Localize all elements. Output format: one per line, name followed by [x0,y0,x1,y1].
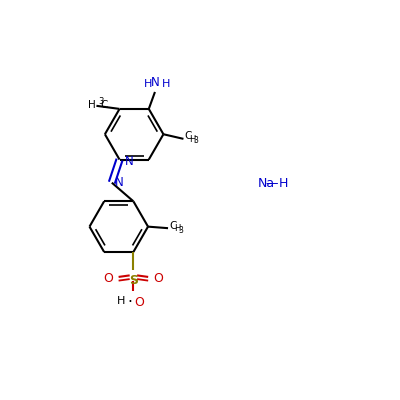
Text: H: H [279,177,288,190]
Text: ·: · [128,296,133,310]
Text: H: H [190,135,196,144]
Text: H: H [88,100,96,110]
Text: C: C [100,100,108,110]
Text: N: N [150,76,159,89]
Text: C: C [169,221,176,231]
Text: O: O [134,296,144,309]
Text: H: H [144,80,152,90]
Text: 3: 3 [194,136,198,145]
Text: N: N [125,155,134,168]
Text: H: H [162,80,170,90]
Text: —: — [265,177,278,190]
Text: H: H [174,224,180,233]
Text: Na: Na [257,177,274,190]
Text: 3: 3 [178,226,183,234]
Text: S: S [129,274,138,288]
Text: C: C [184,131,192,141]
Text: H: H [117,296,126,306]
Text: O: O [104,272,113,285]
Text: O: O [154,272,163,285]
Text: N: N [115,176,124,189]
Text: 3: 3 [98,97,103,106]
